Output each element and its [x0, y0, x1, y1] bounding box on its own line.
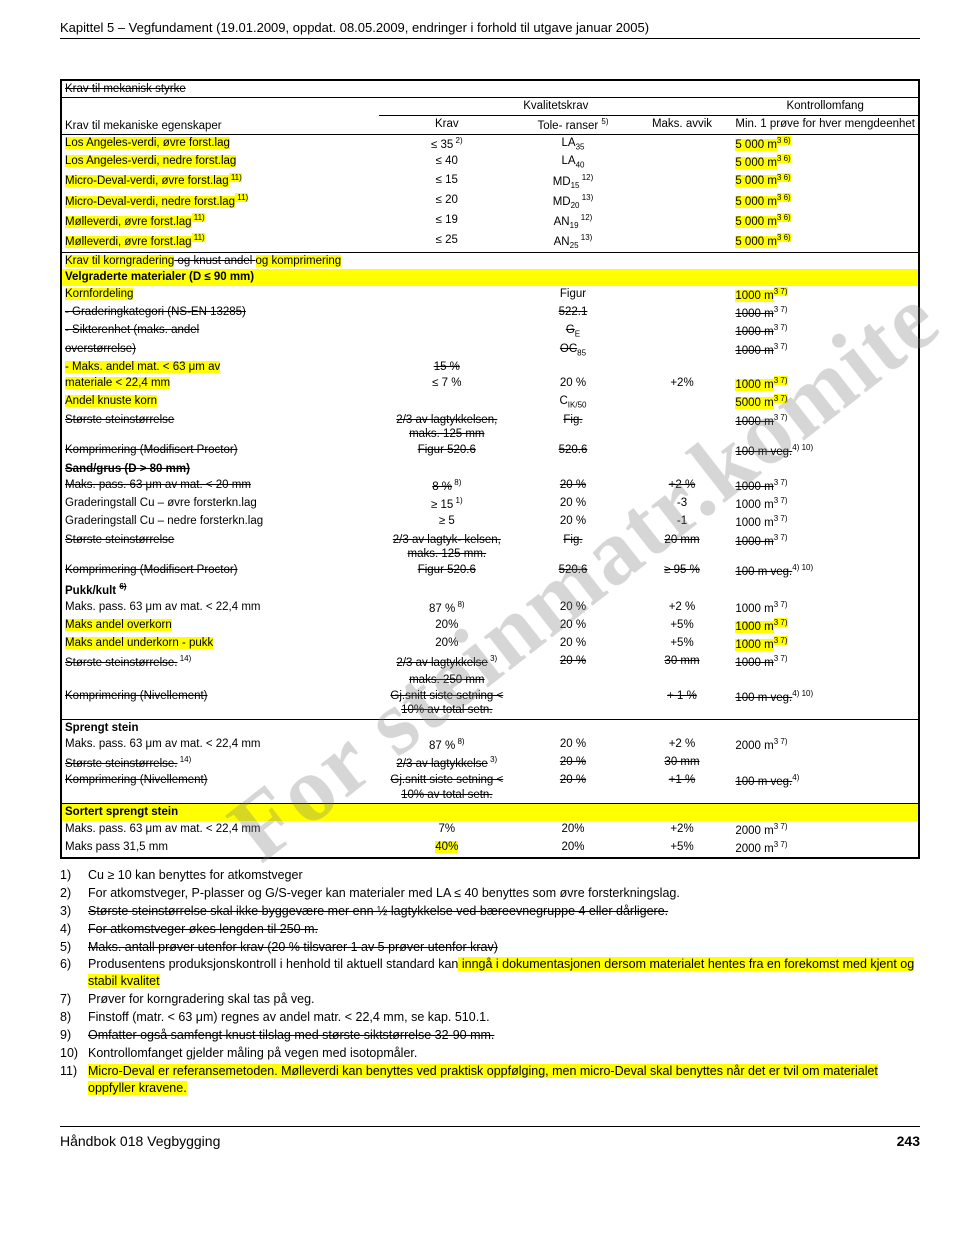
footnotes: 1)Cu ≥ 10 kan benyttes for atkomstveger2… — [60, 867, 920, 1096]
requirements-table: Krav til mekanisk styrke Krav til mekani… — [60, 79, 920, 859]
table-row: materiale < 22,4 mm≤ 7 %20 %+2%1000 m3 7… — [61, 375, 919, 393]
table-row: Komprimering (Nivellement)Gj.snitt siste… — [61, 772, 919, 803]
table-row: Største steinstørrelse. 14)2/3 av lagtyk… — [61, 653, 919, 671]
table-row: KornfordelingFigur1000 m3 7) — [61, 286, 919, 304]
footnote: 11)Micro-Deval er referansemetoden. Møll… — [60, 1063, 920, 1097]
table-row: Graderingstall Cu – nedre forsterkn.lag≥… — [61, 513, 919, 531]
table-row: - Sikterenhet (maks. andelGE1000 m3 7) — [61, 322, 919, 340]
table-row: Komprimering (Modifisert Proctor)Figur 5… — [61, 442, 919, 460]
korn-header: Krav til korngradering og knust andel og… — [61, 253, 919, 270]
footnote: 6)Produsentens produksjonskontroll i hen… — [60, 956, 920, 990]
velgrad-title: Velgraderte materialer (D ≤ 90 mm) — [61, 269, 919, 285]
page-header: Kapittel 5 – Vegfundament (19.01.2009, o… — [60, 20, 920, 39]
sprengt-title: Sprengt stein — [61, 719, 919, 736]
col-kvalitetskrav: Kvalitetskrav — [379, 98, 732, 115]
table-row: Komprimering (Nivellement)Gj.snitt siste… — [61, 688, 919, 719]
table-row: Største steinstørrelse2/3 av lagtykkelse… — [61, 412, 919, 443]
table-row: Andel knuste kornCIK/505000 m3 7) — [61, 393, 919, 411]
pukk-title: Pukk/kult 6) — [61, 581, 919, 599]
table-row: Graderingstall Cu – øvre forsterkn.lag≥ … — [61, 495, 919, 513]
page-footer: Håndbok 018 Vegbygging 243 — [60, 1126, 920, 1149]
table-row: Største steinstørrelse2/3 av lagtyk- kel… — [61, 532, 919, 563]
sand-title: Sand/grus (D > 80 mm) — [61, 461, 919, 477]
col-kontrollomfang: Kontrollomfang — [732, 98, 919, 115]
table-row: Største steinstørrelse. 14)2/3 av lagtyk… — [61, 754, 919, 772]
table-row: Maks. pass. 63 μm av mat. < 22,4 mm7%20%… — [61, 821, 919, 839]
footnote: 7)Prøver for korngradering skal tas på v… — [60, 991, 920, 1008]
table-row: Micro-Deval-verdi, nedre forst.lag 11)≤ … — [61, 192, 919, 212]
table-row: maks. 250 mm — [61, 672, 919, 688]
table-row: Los Angeles-verdi, øvre forst.lag≤ 35 2)… — [61, 134, 919, 153]
table-row: Micro-Deval-verdi, øvre forst.lag 11)≤ 1… — [61, 172, 919, 192]
sortert-title: Sortert sprengt stein — [61, 804, 919, 821]
footnote: 2)For atkomstveger, P-plasser og G/S-veg… — [60, 885, 920, 902]
page-number: 243 — [897, 1133, 920, 1149]
table-row: Maks. pass. 63 μm av mat. < 22,4 mm87 % … — [61, 736, 919, 754]
table-row: Komprimering (Modifisert Proctor)Figur 5… — [61, 562, 919, 580]
footnote: 10)Kontrollomfanget gjelder måling på ve… — [60, 1045, 920, 1062]
table-row: Maks. pass. 63 μm av mat. < 20 mm8 % 8)2… — [61, 477, 919, 495]
table-row: - Maks. andel mat. < 63 μm av15 % — [61, 359, 919, 375]
footnote: 3)Største steinstørrelse skal ikke bygge… — [60, 903, 920, 920]
col-avvik: Maks. avvik — [632, 115, 733, 134]
footnote: 9)Omfatter også samfengt knust tilslag m… — [60, 1027, 920, 1044]
table-row: Maks pass 31,5 mm40%20%+5%2000 m3 7) — [61, 839, 919, 858]
col-krav: Krav — [379, 115, 514, 134]
footnote: 1)Cu ≥ 10 kan benyttes for atkomstveger — [60, 867, 920, 884]
table-row: - Graderingkategori (NS-EN 13285)522.110… — [61, 304, 919, 322]
table-row: Maks. pass. 63 μm av mat. < 22,4 mm87 % … — [61, 599, 919, 617]
table-title: Krav til mekanisk styrke — [61, 80, 919, 98]
table-row: Maks andel underkorn - pukk20%20 %+5%100… — [61, 635, 919, 653]
col-min: Min. 1 prøve for hver mengdeenhet — [732, 115, 919, 134]
table-row: Mølleverdi, øvre forst.lag 11)≤ 19AN19 1… — [61, 212, 919, 232]
footnote: 4)For atkomstveger økes lengden til 250 … — [60, 921, 920, 938]
col-egenskaper: Krav til mekaniske egenskaper — [61, 98, 379, 135]
table-row: Mølleverdi, øvre forst.lag 11)≤ 25AN25 1… — [61, 232, 919, 253]
table-row: overstørrelse)OC851000 m3 7) — [61, 341, 919, 359]
footer-left: Håndbok 018 Vegbygging — [60, 1133, 220, 1149]
col-toleranser: Tole- ranser 5) — [514, 115, 631, 134]
footnote: 5)Maks. antall prøver utenfor krav (20 %… — [60, 939, 920, 956]
table-row: Los Angeles-verdi, nedre forst.lag≤ 40LA… — [61, 153, 919, 171]
table-row: Maks andel overkorn20%20 %+5%1000 m3 7) — [61, 617, 919, 635]
footnote: 8)Finstoff (matr. < 63 μm) regnes av and… — [60, 1009, 920, 1026]
